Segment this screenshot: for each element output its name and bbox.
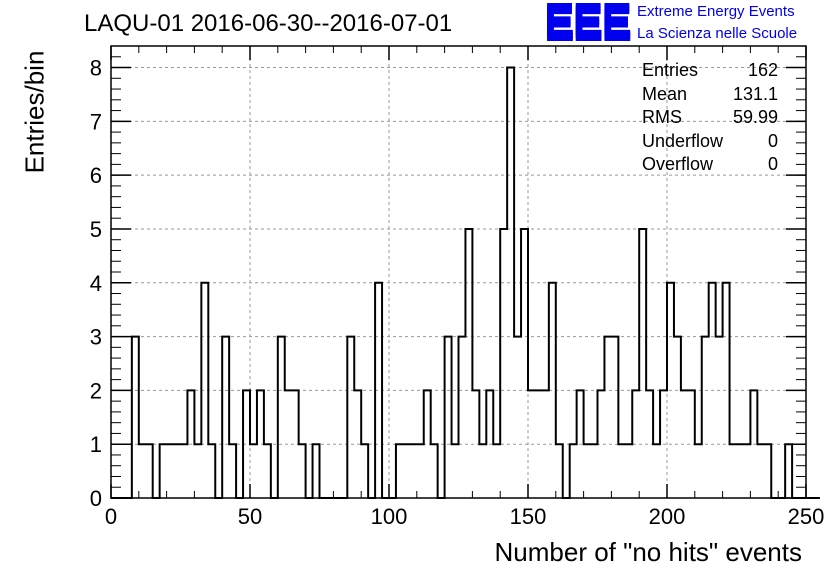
- eee-logo-mark: EEE: [544, 0, 632, 48]
- stat-underflow-label: Underflow: [642, 130, 724, 151]
- y-tick-label-4: 4: [90, 271, 102, 296]
- stat-mean: Mean 131.1: [642, 84, 778, 108]
- stat-entries-value: 162: [747, 60, 778, 80]
- eee-logo: EEE Extreme Energy Events La Scienza nel…: [544, 0, 836, 48]
- stat-overflow-value: 0: [767, 154, 778, 174]
- stat-entries: Entries 162: [642, 60, 778, 84]
- chart-title: LAQU-01 2016-06-30--2016-07-01: [84, 10, 453, 37]
- stat-entries-label: Entries: [642, 60, 699, 80]
- y-tick-label-3: 3: [90, 325, 102, 350]
- y-tick-label-8: 8: [90, 56, 102, 81]
- tick-labels: 0 50 100 150 200 250 0 1 2 3 4 5 6 7 8: [90, 56, 825, 529]
- stat-rms-label: RMS: [642, 107, 682, 127]
- logo-line-1: Extreme Energy Events: [637, 3, 795, 20]
- x-tick-label-150: 150: [510, 504, 547, 529]
- axis-ticks: [110, 45, 807, 499]
- y-tick-label-6: 6: [90, 163, 102, 188]
- logo-line-2: La Scienza nelle Scuole: [637, 25, 798, 42]
- x-tick-label-50: 50: [238, 504, 262, 529]
- x-tick-label-100: 100: [371, 504, 408, 529]
- stats-box: Entries 162 Mean 131.1 RMS 59.99 Underfl…: [642, 60, 778, 178]
- stat-underflow-value: 0: [767, 130, 778, 151]
- y-tick-label-1: 1: [90, 432, 102, 457]
- stat-rms-value: 59.99: [732, 107, 778, 127]
- y-axis-label: Entries/bin: [19, 50, 50, 174]
- stat-overflow: Overflow 0: [642, 154, 778, 178]
- x-tick-label-200: 200: [649, 504, 686, 529]
- x-axis-label: Number of "no hits" events: [494, 537, 803, 567]
- x-tick-label-250: 250: [788, 504, 825, 529]
- histogram-step-line: [111, 66, 820, 499]
- y-tick-label-2: 2: [90, 378, 102, 403]
- y-tick-label-7: 7: [90, 109, 102, 134]
- y-tick-label-0: 0: [90, 486, 102, 511]
- stat-mean-value: 131.1: [732, 83, 778, 104]
- y-tick-label-5: 5: [90, 217, 102, 242]
- stat-underflow: Underflow 0: [642, 131, 778, 155]
- stat-overflow-label: Overflow: [642, 154, 714, 174]
- x-tick-label-0: 0: [105, 504, 117, 529]
- stat-mean-label: Mean: [642, 83, 688, 104]
- stat-rms: RMS 59.99: [642, 107, 778, 131]
